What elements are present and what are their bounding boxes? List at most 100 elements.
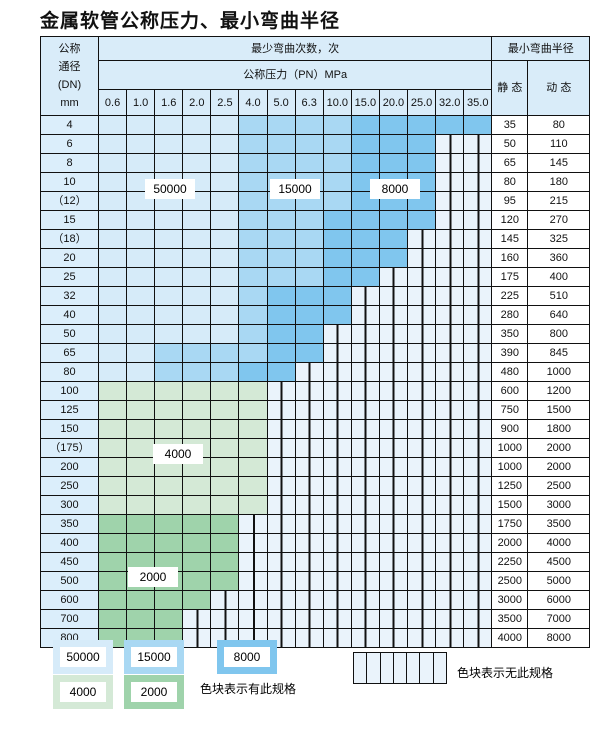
spec-cell-a bbox=[97, 286, 128, 306]
spec-cell-b bbox=[238, 248, 268, 268]
no-spec-cell bbox=[266, 438, 296, 458]
spec-cell-e bbox=[97, 552, 128, 572]
no-spec-cell bbox=[322, 362, 352, 382]
no-spec-cell bbox=[378, 628, 409, 648]
no-spec-cell bbox=[294, 571, 324, 591]
table-row: 300 1500 3000 bbox=[40, 495, 591, 515]
legend-15000: 15000 bbox=[124, 640, 184, 674]
spec-cell-d bbox=[126, 419, 156, 439]
table-row: 250 1250 2500 bbox=[40, 476, 591, 496]
region-label-4000: 4000 bbox=[153, 444, 203, 464]
no-spec-cell bbox=[435, 343, 465, 363]
no-spec-cell bbox=[378, 457, 409, 477]
no-spec-cell bbox=[407, 286, 437, 306]
dynamic-radius-cell: 80 bbox=[527, 115, 591, 135]
no-spec-cell bbox=[294, 609, 324, 629]
no-spec-cell bbox=[463, 153, 493, 173]
no-spec-cell bbox=[407, 552, 437, 572]
dynamic-radius-cell: 400 bbox=[527, 267, 591, 287]
dn-cell: （175） bbox=[40, 438, 99, 458]
no-spec-cell bbox=[294, 552, 324, 572]
spec-cell-b bbox=[238, 210, 268, 230]
spec-cell-c bbox=[350, 134, 380, 154]
dn-cell: （18） bbox=[40, 229, 99, 249]
no-spec-cell bbox=[294, 400, 324, 420]
no-spec-cell bbox=[210, 609, 240, 629]
static-radius-cell: 350 bbox=[491, 324, 529, 344]
no-spec-cell bbox=[294, 590, 324, 610]
no-spec-cell bbox=[407, 248, 437, 268]
spec-cell-d bbox=[182, 476, 212, 496]
no-spec-cell bbox=[322, 533, 352, 553]
dynamic-radius-cell: 510 bbox=[527, 286, 591, 306]
region-label-15000: 15000 bbox=[270, 179, 320, 199]
no-spec-cell bbox=[350, 400, 380, 420]
no-spec-cell bbox=[378, 438, 409, 458]
no-spec-cell bbox=[463, 457, 493, 477]
spec-cell-d bbox=[97, 457, 128, 477]
spec-cell-a bbox=[97, 172, 128, 192]
spec-cell-d bbox=[210, 495, 240, 515]
spec-cell-a bbox=[97, 210, 128, 230]
spec-cell-d bbox=[126, 400, 156, 420]
dn-cell: 100 bbox=[40, 381, 99, 401]
dynamic-radius-cell: 640 bbox=[527, 305, 591, 325]
dn-cell: 350 bbox=[40, 514, 99, 534]
spec-cell-a bbox=[126, 229, 156, 249]
no-spec-cell bbox=[350, 305, 380, 325]
spec-cell-e bbox=[182, 571, 212, 591]
spec-cell-c bbox=[294, 324, 324, 344]
dn-cell: 300 bbox=[40, 495, 99, 515]
no-spec-cell bbox=[463, 267, 493, 287]
spec-cell-a bbox=[182, 115, 212, 135]
dn-cell: 450 bbox=[40, 552, 99, 572]
table-row: 40 280 640 bbox=[40, 305, 591, 325]
cycles-header: 最少弯曲次数，次 bbox=[97, 36, 493, 61]
no-spec-cell bbox=[435, 134, 465, 154]
no-spec-cell bbox=[407, 381, 437, 401]
spec-cell-c bbox=[407, 210, 437, 230]
spec-cell-c bbox=[266, 286, 296, 306]
no-spec-cell bbox=[463, 381, 493, 401]
no-spec-cell bbox=[435, 457, 465, 477]
spec-cell-b bbox=[238, 305, 268, 325]
no-spec-cell bbox=[463, 609, 493, 629]
no-spec-cell bbox=[407, 495, 437, 515]
no-spec-cell bbox=[378, 362, 409, 382]
no-spec-cell bbox=[435, 419, 465, 439]
dynamic-radius-cell: 6000 bbox=[527, 590, 591, 610]
dn-cell: 10 bbox=[40, 172, 99, 192]
no-spec-cell bbox=[378, 324, 409, 344]
no-spec-cell bbox=[350, 571, 380, 591]
no-spec-cell bbox=[407, 628, 437, 648]
no-spec-cell bbox=[266, 419, 296, 439]
spec-cell-a bbox=[210, 305, 240, 325]
static-radius-cell: 900 bbox=[491, 419, 529, 439]
spec-cell-e bbox=[154, 514, 184, 534]
spec-cell-b bbox=[238, 286, 268, 306]
no-spec-cell bbox=[378, 533, 409, 553]
spec-cell-a bbox=[182, 248, 212, 268]
spec-cell-c bbox=[266, 343, 296, 363]
dn-cell: 4 bbox=[40, 115, 99, 135]
dynamic-radius-cell: 800 bbox=[527, 324, 591, 344]
spec-cell-c bbox=[238, 362, 268, 382]
static-radius-cell: 225 bbox=[491, 286, 529, 306]
static-radius-cell: 390 bbox=[491, 343, 529, 363]
no-spec-cell bbox=[463, 229, 493, 249]
spec-cell-b bbox=[238, 191, 268, 211]
spec-cell-e bbox=[126, 609, 156, 629]
no-spec-cell bbox=[266, 400, 296, 420]
spec-cell-a bbox=[97, 343, 128, 363]
no-spec-cell bbox=[350, 286, 380, 306]
no-spec-cell bbox=[322, 514, 352, 534]
no-spec-cell bbox=[435, 495, 465, 515]
dn-cell: 8 bbox=[40, 153, 99, 173]
spec-cell-e bbox=[210, 552, 240, 572]
spec-cell-a bbox=[154, 153, 184, 173]
spec-cell-e bbox=[126, 590, 156, 610]
spec-cell-a bbox=[97, 324, 128, 344]
dynamic-radius-cell: 3500 bbox=[527, 514, 591, 534]
dynamic-radius-cell: 1800 bbox=[527, 419, 591, 439]
no-spec-cell bbox=[350, 438, 380, 458]
